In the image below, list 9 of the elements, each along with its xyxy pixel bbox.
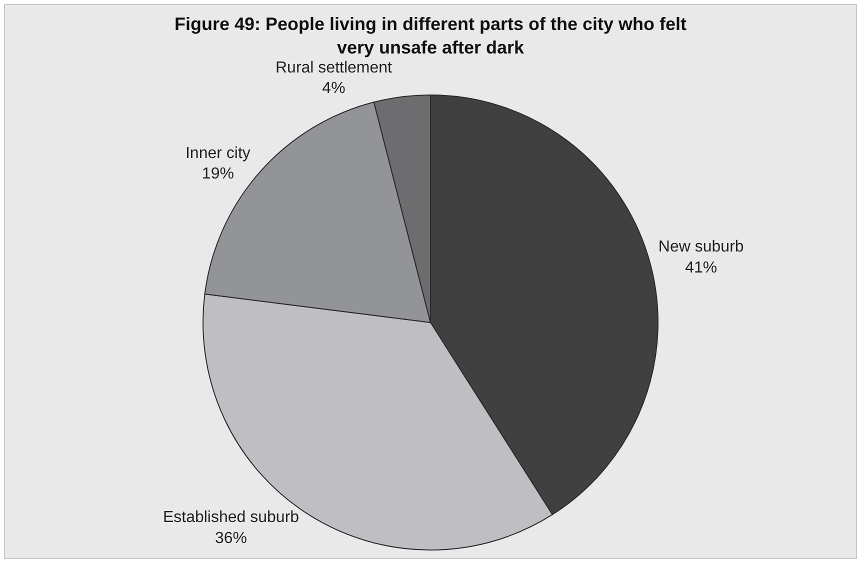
data-label: 41% [685,259,718,276]
data-label: 19% [202,166,234,183]
chart-title: Figure 49: People living in different parts of the city who felt very unsafe after dark [174,14,687,58]
slice-label: Established suburb [162,509,300,526]
slice-label: Rural settlement [275,59,393,76]
slice-label: Inner city [185,144,250,162]
data-label: 36% [214,530,248,547]
slice-label: New suburb [658,238,744,256]
data-label: 4% [322,80,346,98]
